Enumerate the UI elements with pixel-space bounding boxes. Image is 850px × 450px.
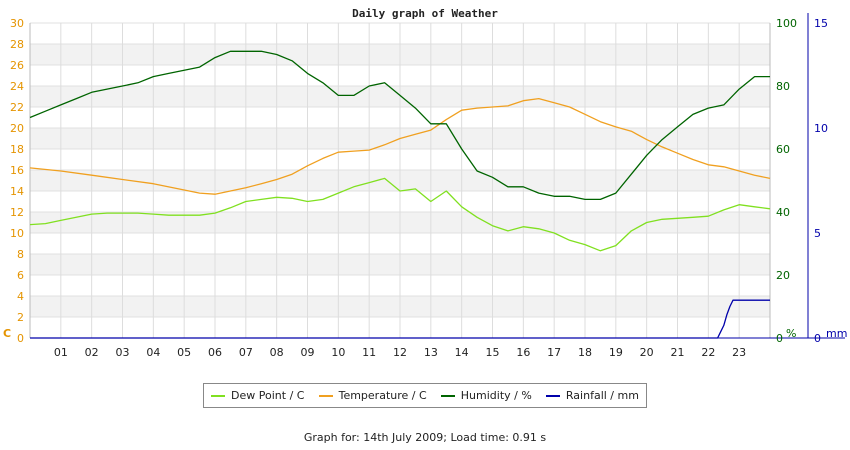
x-tick-label: 22	[701, 346, 715, 359]
chart-title: Daily graph of Weather	[352, 7, 498, 20]
legend-label-dew-point: Dew Point / C	[231, 389, 305, 402]
x-tick-label: 14	[455, 346, 469, 359]
legend-label-humidity: Humidity / %	[460, 389, 532, 402]
x-tick-label: 04	[146, 346, 160, 359]
x-tick-label: 08	[270, 346, 284, 359]
x-tick-label: 23	[732, 346, 746, 359]
legend-label-rainfall: Rainfall / mm	[565, 389, 639, 402]
y-right-humidity-tick-label: 20	[776, 269, 790, 282]
x-tick-label: 10	[331, 346, 345, 359]
y-right-humidity-tick-label: 60	[776, 143, 790, 156]
y-right-rainfall-tick-label: 5	[814, 227, 821, 240]
legend-swatch-temperature	[318, 394, 333, 397]
legend-item-dew-point: Dew Point / C	[211, 389, 304, 402]
x-tick-label: 02	[85, 346, 99, 359]
y-right-humidity-tick-label: 0	[776, 332, 783, 345]
y-left-tick-label: 20	[10, 122, 24, 135]
legend-swatch-humidity	[440, 394, 455, 397]
y-left-tick-label: 30	[10, 17, 24, 30]
legend-swatch-dew-point	[211, 394, 226, 397]
legend-label-temperature: Temperature / C	[338, 389, 427, 402]
y-left-tick-label: 10	[10, 227, 24, 240]
y-left-tick-label: 4	[17, 290, 24, 303]
x-tick-label: 18	[578, 346, 592, 359]
x-tick-label: 17	[547, 346, 561, 359]
y-right-rainfall-unit-label: mm	[826, 327, 847, 340]
y-right-rainfall-tick-label: 0	[814, 332, 821, 345]
series-line-temperature	[29, 97, 771, 195]
series-line-rainfall	[30, 299, 770, 339]
y-left-unit-label: C	[3, 327, 11, 340]
x-tick-label: 15	[486, 346, 500, 359]
chart-legend: Dew Point / C Temperature / C Humidity /…	[203, 383, 647, 408]
x-tick-label: 07	[239, 346, 253, 359]
legend-item-rainfall: Rainfall / mm	[545, 389, 639, 402]
x-tick-label: 01	[54, 346, 68, 359]
y-right-humidity-tick-label: 80	[776, 80, 790, 93]
y-right-humidity-tick-label: 40	[776, 206, 790, 219]
x-tick-label: 05	[177, 346, 191, 359]
x-tick-label: 19	[609, 346, 623, 359]
y-left-tick-label: 28	[10, 38, 24, 51]
y-right-humidity-unit-label: %	[786, 327, 796, 340]
y-left-tick-label: 18	[10, 143, 24, 156]
y-right-humidity-tick-label: 100	[776, 17, 797, 30]
y-left-tick-label: 24	[10, 80, 24, 93]
x-tick-label: 03	[116, 346, 130, 359]
series-line-humidity	[29, 50, 770, 201]
x-tick-label: 06	[208, 346, 222, 359]
x-tick-label: 11	[362, 346, 376, 359]
footer-text: Graph for: 14th July 2009; Load time: 0.…	[303, 431, 547, 444]
y-left-tick-label: 6	[17, 269, 24, 282]
legend-item-temperature: Temperature / C	[318, 389, 427, 402]
x-tick-label: 21	[671, 346, 685, 359]
y-left-tick-label: 2	[17, 311, 24, 324]
y-left-tick-label: 8	[17, 248, 24, 261]
y-right-rainfall-tick-label: 10	[814, 122, 828, 135]
x-tick-label: 13	[424, 346, 438, 359]
y-left-tick-label: 22	[10, 101, 24, 114]
x-tick-label: 12	[393, 346, 407, 359]
legend-item-humidity: Humidity / %	[440, 389, 532, 402]
legend-swatch-rainfall	[545, 394, 560, 397]
x-tick-label: 16	[516, 346, 530, 359]
x-tick-label: 09	[301, 346, 315, 359]
y-left-tick-label: 26	[10, 59, 24, 72]
y-left-tick-label: 12	[10, 206, 24, 219]
x-tick-label: 20	[640, 346, 654, 359]
y-left-tick-label: 0	[17, 332, 24, 345]
y-left-tick-label: 14	[10, 185, 24, 198]
y-left-tick-label: 16	[10, 164, 24, 177]
y-right-rainfall-tick-label: 15	[814, 17, 828, 30]
series-line-dew-point	[29, 177, 771, 252]
